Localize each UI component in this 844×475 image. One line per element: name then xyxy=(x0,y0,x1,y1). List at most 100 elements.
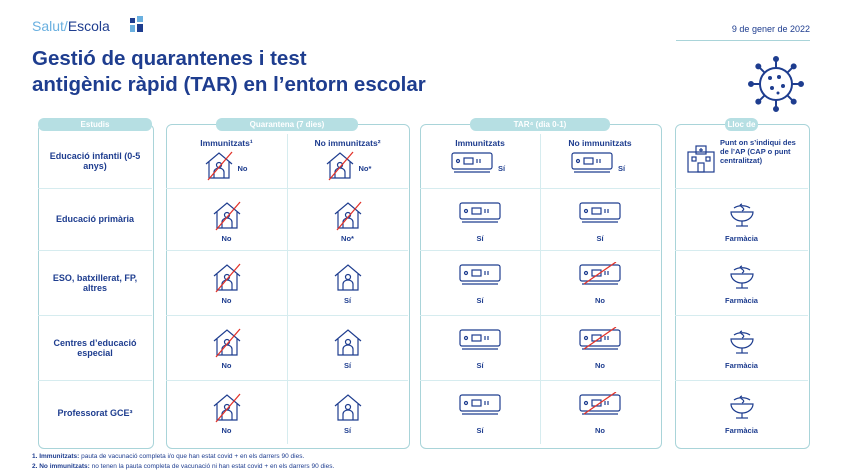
house-icon xyxy=(333,200,363,232)
brand-bold: Escola xyxy=(67,18,110,34)
place: Farmàcia xyxy=(725,426,758,435)
sub-header: Immunitzats xyxy=(455,138,505,148)
cell-value: No xyxy=(595,361,605,370)
row-separator xyxy=(675,380,808,381)
house-icon-svg xyxy=(213,201,240,231)
house-icon xyxy=(204,150,234,182)
place: Punt on s’indiqui des de l’AP (CAP o pun… xyxy=(720,138,796,165)
brand: Salut/Escola xyxy=(32,18,110,34)
date: 9 de gener de 2022 xyxy=(731,24,810,34)
cell-value: No xyxy=(221,361,232,370)
row-label: Centres d’educació especial xyxy=(53,337,137,358)
row-label: Educació primària xyxy=(55,214,135,224)
test-icon xyxy=(578,391,622,416)
date-rule xyxy=(676,40,810,41)
cell-value: No* xyxy=(341,234,354,243)
building-icon xyxy=(686,144,716,174)
house-icon-svg xyxy=(213,328,240,358)
footnote: 1. Immunitzats: pauta de vacunació compl… xyxy=(32,453,304,460)
test-icon xyxy=(458,262,502,286)
row-separator xyxy=(166,315,408,316)
test-icon-svg xyxy=(579,202,621,223)
virus-icon xyxy=(748,56,804,112)
test-icon-svg xyxy=(579,261,621,285)
title-line: antigènic ràpid (TAR) en l’entorn escola… xyxy=(32,73,426,96)
house-icon xyxy=(333,392,363,424)
cell-value: Sí xyxy=(498,164,506,173)
row-separator xyxy=(675,188,808,189)
cell-value: Sí xyxy=(476,361,484,370)
cell-value: Sí xyxy=(476,296,484,305)
house-icon-svg xyxy=(334,264,361,291)
cell-value: No xyxy=(237,164,248,173)
footnote-term: 1. Immunitzats: xyxy=(32,453,80,460)
test-icon xyxy=(578,326,622,351)
row-separator xyxy=(675,315,808,316)
house-icon-svg xyxy=(326,151,353,181)
test-icon xyxy=(578,200,622,224)
row-separator xyxy=(38,315,152,316)
test-icon-svg xyxy=(459,202,501,223)
pharmacy-icon-svg xyxy=(730,265,754,289)
test-icon xyxy=(458,392,502,416)
cell-value: No xyxy=(221,296,232,305)
divider xyxy=(540,134,541,444)
test-icon xyxy=(578,261,622,286)
row-separator xyxy=(420,315,660,316)
sub-header: No immunitzats xyxy=(568,138,632,148)
test-icon xyxy=(570,150,614,174)
group-header: Estudis xyxy=(38,118,152,131)
test-icon xyxy=(458,327,502,351)
test-icon-svg xyxy=(451,152,493,173)
cell-value: No xyxy=(595,296,605,305)
cell-value: Sí xyxy=(343,296,352,305)
house-icon xyxy=(212,392,242,424)
divider xyxy=(287,134,288,444)
sub-header: No immunitzats² xyxy=(314,138,381,148)
row-separator xyxy=(420,188,660,189)
pharmacy-icon-svg xyxy=(730,203,754,227)
pharmacy-icon xyxy=(727,394,757,420)
group-header: TAR⁴ (dia 0-1) xyxy=(470,118,610,131)
place: Farmàcia xyxy=(725,361,758,370)
cell-value: Sí xyxy=(618,164,626,173)
row-separator xyxy=(420,250,660,251)
pharmacy-icon xyxy=(727,202,757,228)
pharmacy-icon xyxy=(727,329,757,355)
pharmacy-icon-svg xyxy=(730,395,754,419)
house-icon xyxy=(212,262,242,294)
cell-value: No* xyxy=(358,164,372,173)
row-label: ESO, batxillerat, FP, altres xyxy=(52,272,138,293)
title-line: Gestió de quarantenes i test xyxy=(32,47,307,70)
test-icon-svg xyxy=(571,152,613,173)
house-icon-svg xyxy=(205,151,232,181)
row-separator xyxy=(675,250,808,251)
group-header: Lloc de realització TAR xyxy=(725,118,765,155)
footnote-text: pauta de vacunació completa i/o que han … xyxy=(81,453,305,460)
house-icon xyxy=(212,200,242,232)
row-separator xyxy=(38,188,152,189)
test-icon-svg xyxy=(459,264,501,285)
row-separator xyxy=(166,380,408,381)
place: Farmàcia xyxy=(725,234,758,243)
row-separator xyxy=(38,380,152,381)
test-icon-svg xyxy=(459,329,501,350)
row-separator xyxy=(420,380,660,381)
footnote: 2. No immunitzats: no tenen la pauta com… xyxy=(32,463,334,470)
brand-logo xyxy=(130,16,143,32)
row-separator xyxy=(166,250,408,251)
row-label: Professorat GCE³ xyxy=(57,407,133,418)
row-separator xyxy=(166,188,408,189)
group-header: Quarantena (7 dies) xyxy=(216,118,358,131)
cell-value: Sí xyxy=(596,234,604,243)
row-separator xyxy=(38,250,152,251)
house-icon xyxy=(325,150,355,182)
cell-value: No xyxy=(595,426,605,435)
cell-value: Sí xyxy=(343,426,352,435)
brand-light: Salut/ xyxy=(32,18,68,34)
cell-value: No xyxy=(221,426,232,435)
test-icon xyxy=(458,200,502,224)
pharmacy-icon xyxy=(727,264,757,290)
cell-value: Sí xyxy=(343,361,352,370)
